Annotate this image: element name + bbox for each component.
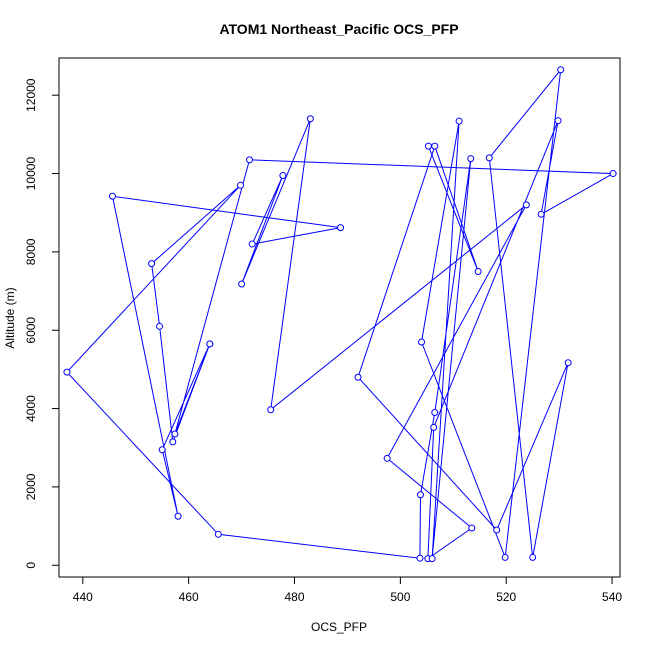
data-point xyxy=(156,322,164,330)
y-tick-label: 8000 xyxy=(24,238,38,265)
data-point xyxy=(337,224,345,232)
data-point xyxy=(148,260,156,268)
data-point xyxy=(468,524,476,532)
data-point xyxy=(158,446,166,454)
data-point xyxy=(529,553,537,561)
y-tick-label: 6000 xyxy=(24,317,38,344)
data-point xyxy=(238,280,246,288)
x-axis-label: OCS_PFP xyxy=(311,620,367,634)
series-layer xyxy=(63,66,617,563)
data-point xyxy=(467,155,475,163)
data-point xyxy=(237,181,245,189)
data-point xyxy=(108,192,116,200)
data-point xyxy=(431,142,439,150)
data-point xyxy=(63,368,71,376)
data-point xyxy=(267,406,275,414)
data-point xyxy=(431,408,439,416)
data-point xyxy=(416,554,424,562)
data-point xyxy=(383,454,391,462)
data-point xyxy=(430,423,438,431)
y-tick-label: 12000 xyxy=(24,78,38,112)
plot-frame xyxy=(58,57,621,578)
data-point xyxy=(609,170,617,178)
x-tick-label: 520 xyxy=(496,590,516,604)
data-point xyxy=(418,338,426,346)
x-tick-label: 440 xyxy=(73,590,93,604)
data-point xyxy=(246,156,254,164)
data-point xyxy=(248,240,256,248)
data-point xyxy=(428,555,436,563)
data-point xyxy=(214,530,222,538)
data-point xyxy=(474,267,482,275)
data-point xyxy=(171,430,179,438)
data-point xyxy=(169,438,177,446)
x-tick-label: 480 xyxy=(284,590,304,604)
data-point xyxy=(279,172,287,180)
data-point xyxy=(564,359,572,367)
data-point xyxy=(354,373,362,381)
x-tick-label: 460 xyxy=(179,590,199,604)
data-point xyxy=(485,154,493,162)
y-tick-label: 10000 xyxy=(24,157,38,191)
data-point xyxy=(306,115,314,123)
y-axis: 0 2000 4000 6000 8000 10000 12000 xyxy=(24,78,60,569)
chart-title: ATOM1 Northeast_Pacific OCS_PFP xyxy=(219,21,458,37)
x-tick-label: 500 xyxy=(390,590,410,604)
data-point xyxy=(557,66,565,74)
y-tick-label: 4000 xyxy=(24,395,38,422)
y-axis-label: Altitude (m) xyxy=(3,287,17,348)
data-point xyxy=(416,491,424,499)
series-line xyxy=(66,68,615,560)
x-tick-label: 540 xyxy=(602,590,622,604)
y-tick-label: 2000 xyxy=(24,473,38,500)
data-point xyxy=(537,210,545,218)
data-point xyxy=(522,201,530,209)
data-point xyxy=(501,553,509,561)
data-point xyxy=(424,142,432,150)
data-point xyxy=(174,512,182,520)
x-axis: 440 460 480 500 520 540 xyxy=(73,576,622,604)
data-point xyxy=(455,117,463,125)
y-tick-label: 0 xyxy=(24,562,38,569)
data-point xyxy=(206,340,214,348)
data-point xyxy=(493,526,501,534)
data-point xyxy=(554,117,562,125)
